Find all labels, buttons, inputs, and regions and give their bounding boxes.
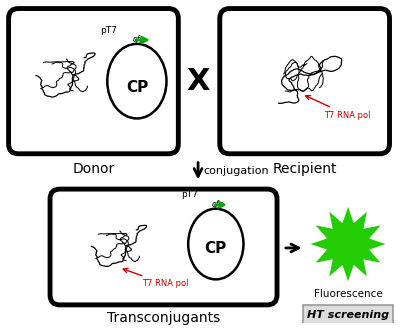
Text: CP: CP	[126, 80, 148, 94]
Text: pT7: pT7	[181, 191, 198, 199]
Text: T7 RNA pol: T7 RNA pol	[306, 95, 371, 120]
Text: CP: CP	[205, 241, 227, 256]
Text: Fluorescence: Fluorescence	[314, 289, 382, 299]
Text: Donor: Donor	[72, 162, 114, 175]
FancyBboxPatch shape	[50, 189, 277, 305]
FancyBboxPatch shape	[220, 9, 390, 154]
Text: Recipient: Recipient	[272, 162, 337, 175]
Text: gfp: gfp	[133, 35, 145, 44]
Text: conjugation: conjugation	[203, 166, 269, 176]
FancyBboxPatch shape	[8, 9, 178, 154]
Text: gfp: gfp	[212, 200, 224, 209]
Text: Transconjugants: Transconjugants	[107, 311, 220, 325]
Polygon shape	[310, 207, 386, 281]
Text: T7 RNA pol: T7 RNA pol	[123, 268, 188, 288]
Text: HT screening: HT screening	[307, 310, 389, 320]
Text: pT7: pT7	[100, 26, 117, 35]
FancyBboxPatch shape	[303, 305, 394, 324]
Text: X: X	[186, 67, 210, 96]
